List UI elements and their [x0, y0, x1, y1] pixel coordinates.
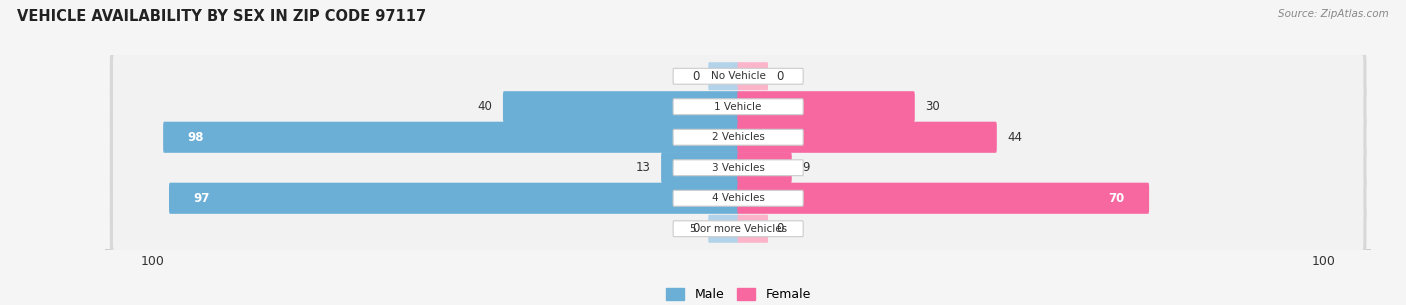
Text: VEHICLE AVAILABILITY BY SEX IN ZIP CODE 97117: VEHICLE AVAILABILITY BY SEX IN ZIP CODE … — [17, 9, 426, 24]
Text: 2 Vehicles: 2 Vehicles — [711, 132, 765, 142]
FancyBboxPatch shape — [110, 175, 1367, 222]
FancyBboxPatch shape — [737, 183, 1149, 214]
Text: No Vehicle: No Vehicle — [710, 71, 766, 81]
FancyBboxPatch shape — [503, 91, 740, 122]
Text: 44: 44 — [1008, 131, 1022, 144]
FancyBboxPatch shape — [112, 116, 1364, 159]
Text: 40: 40 — [477, 100, 492, 113]
FancyBboxPatch shape — [110, 114, 1367, 161]
FancyBboxPatch shape — [112, 146, 1364, 189]
Bar — [740, 96, 914, 118]
FancyBboxPatch shape — [112, 177, 1364, 220]
FancyBboxPatch shape — [737, 91, 915, 122]
FancyBboxPatch shape — [737, 152, 792, 183]
Bar — [740, 126, 995, 148]
Text: 0: 0 — [693, 70, 700, 83]
FancyBboxPatch shape — [661, 152, 740, 183]
Text: 5 or more Vehicles: 5 or more Vehicles — [689, 224, 787, 234]
Bar — [740, 187, 1149, 209]
Text: 0: 0 — [776, 222, 783, 235]
FancyBboxPatch shape — [110, 83, 1367, 130]
FancyBboxPatch shape — [673, 160, 803, 176]
Text: Source: ZipAtlas.com: Source: ZipAtlas.com — [1278, 9, 1389, 19]
FancyBboxPatch shape — [673, 129, 803, 145]
FancyBboxPatch shape — [112, 207, 1364, 250]
Text: 1 Vehicle: 1 Vehicle — [714, 102, 762, 112]
FancyBboxPatch shape — [738, 62, 768, 90]
FancyBboxPatch shape — [112, 85, 1364, 128]
FancyBboxPatch shape — [169, 183, 740, 214]
Legend: Male, Female: Male, Female — [661, 283, 815, 305]
FancyBboxPatch shape — [737, 122, 997, 153]
Bar — [503, 96, 737, 118]
Text: 70: 70 — [1108, 192, 1125, 205]
FancyBboxPatch shape — [673, 221, 803, 237]
FancyBboxPatch shape — [738, 215, 768, 243]
Text: 30: 30 — [925, 100, 941, 113]
Bar — [170, 187, 737, 209]
FancyBboxPatch shape — [110, 53, 1367, 100]
FancyBboxPatch shape — [709, 62, 738, 90]
FancyBboxPatch shape — [709, 215, 738, 243]
FancyBboxPatch shape — [673, 190, 803, 206]
Bar — [662, 157, 737, 179]
Bar — [740, 157, 790, 179]
Text: 9: 9 — [803, 161, 810, 174]
Text: 13: 13 — [636, 161, 650, 174]
Text: 3 Vehicles: 3 Vehicles — [711, 163, 765, 173]
FancyBboxPatch shape — [112, 55, 1364, 98]
Text: 98: 98 — [187, 131, 204, 144]
FancyBboxPatch shape — [163, 122, 740, 153]
FancyBboxPatch shape — [110, 144, 1367, 191]
Text: 0: 0 — [693, 222, 700, 235]
Text: 0: 0 — [776, 70, 783, 83]
Text: 97: 97 — [194, 192, 209, 205]
FancyBboxPatch shape — [673, 99, 803, 115]
FancyBboxPatch shape — [110, 205, 1367, 252]
Text: 4 Vehicles: 4 Vehicles — [711, 193, 765, 203]
Bar — [165, 126, 737, 148]
FancyBboxPatch shape — [673, 68, 803, 84]
